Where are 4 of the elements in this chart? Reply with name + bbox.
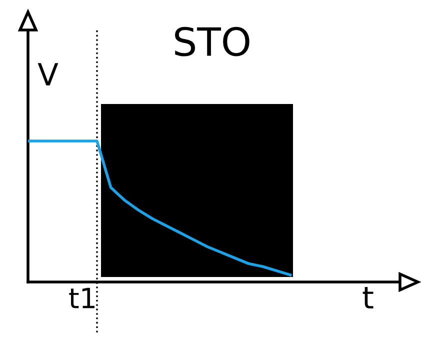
x-axis-title: t [362, 286, 374, 308]
y-axis-title: V [38, 63, 58, 86]
text: t1 [69, 288, 94, 308]
chart-title: STO [175, 26, 250, 56]
